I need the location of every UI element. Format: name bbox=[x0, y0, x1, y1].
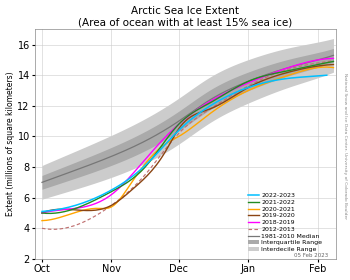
Text: 05 Feb 2023: 05 Feb 2023 bbox=[294, 253, 328, 258]
Legend: 2022-2023, 2021-2022, 2020-2021, 2019-2020, 2018-2019, 2012-2013, 1981-2010 Medi: 2022-2023, 2021-2022, 2020-2021, 2019-20… bbox=[246, 192, 323, 253]
Text: National Snow and Ice Data Center, University of Colorado Boulder: National Snow and Ice Data Center, Unive… bbox=[343, 73, 347, 219]
Y-axis label: Extent (millions of square kilometers): Extent (millions of square kilometers) bbox=[6, 72, 15, 216]
Title: Arctic Sea Ice Extent
(Area of ocean with at least 15% sea ice): Arctic Sea Ice Extent (Area of ocean wit… bbox=[78, 6, 293, 27]
